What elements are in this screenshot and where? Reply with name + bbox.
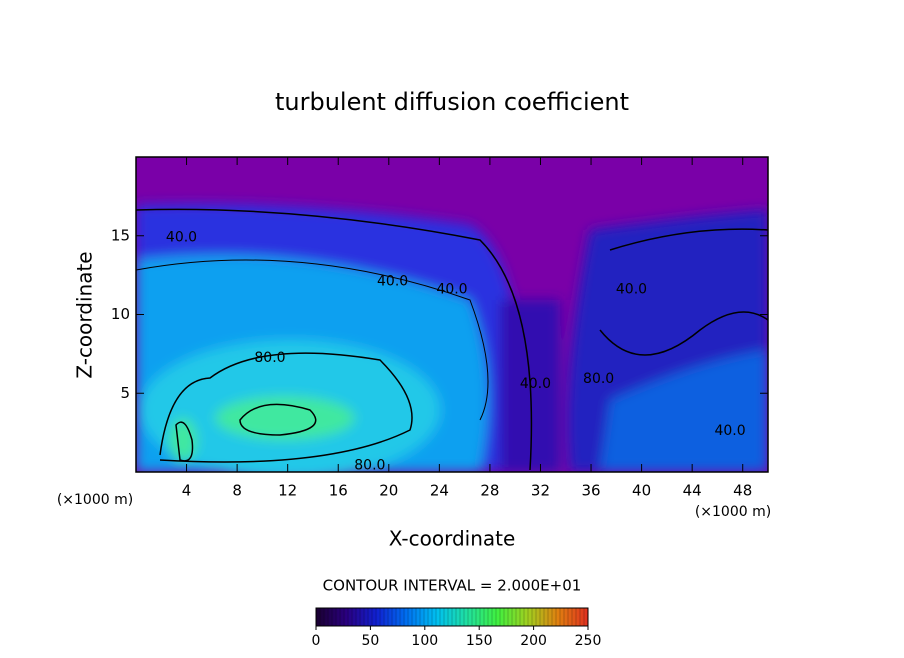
colorbar-tick-label: 200 <box>520 633 547 649</box>
x-tick-label: 28 <box>480 482 499 500</box>
x-tick-label: 44 <box>683 482 702 500</box>
contour-label: 40.0 <box>714 423 745 439</box>
contour-label: 40.0 <box>616 281 647 297</box>
x-tick-label: 4 <box>182 482 192 500</box>
contour-label: 80.0 <box>583 371 614 387</box>
x-tick-label: 32 <box>531 482 550 500</box>
y-tick-label: 15 <box>111 226 130 244</box>
x-tick-label: 20 <box>379 482 398 500</box>
x-tick-label: 16 <box>329 482 348 500</box>
colorbar-tick-label: 0 <box>312 633 321 649</box>
contour-label: 40.0 <box>436 281 467 297</box>
contour-label: 40.0 <box>377 273 408 289</box>
x-tick-label: 36 <box>581 482 600 500</box>
colorbar <box>315 607 589 627</box>
colorbar-label: CONTOUR INTERVAL = 2.000E+01 <box>323 577 582 595</box>
x-tick-label: 24 <box>430 482 449 500</box>
field <box>136 157 768 472</box>
x-tick-label: 40 <box>632 482 651 500</box>
contour-label: 80.0 <box>354 458 385 474</box>
x-unit-label: (×1000 m) <box>57 492 133 508</box>
chart-title: turbulent diffusion coefficient <box>275 88 629 116</box>
contour-label: 40.0 <box>166 229 197 245</box>
colorbar-tick-label: 50 <box>361 633 379 649</box>
contour-label: 80.0 <box>254 350 285 366</box>
colorbar-tick-label: 250 <box>575 633 602 649</box>
x-axis-label: X-coordinate <box>389 527 516 551</box>
y-tick-label: 10 <box>111 305 130 323</box>
y-axis-label: Z-coordinate <box>73 251 97 378</box>
x-tick-label: 8 <box>232 482 242 500</box>
colorbar-tick-label: 150 <box>466 633 493 649</box>
colorbar-tick-label: 100 <box>411 633 438 649</box>
x-tick-label: 48 <box>733 482 752 500</box>
x-tick-label: 12 <box>278 482 297 500</box>
y-tick-label: 5 <box>120 384 130 402</box>
contour-label: 40.0 <box>520 376 551 392</box>
x-unit-label: (×1000 m) <box>695 504 771 520</box>
